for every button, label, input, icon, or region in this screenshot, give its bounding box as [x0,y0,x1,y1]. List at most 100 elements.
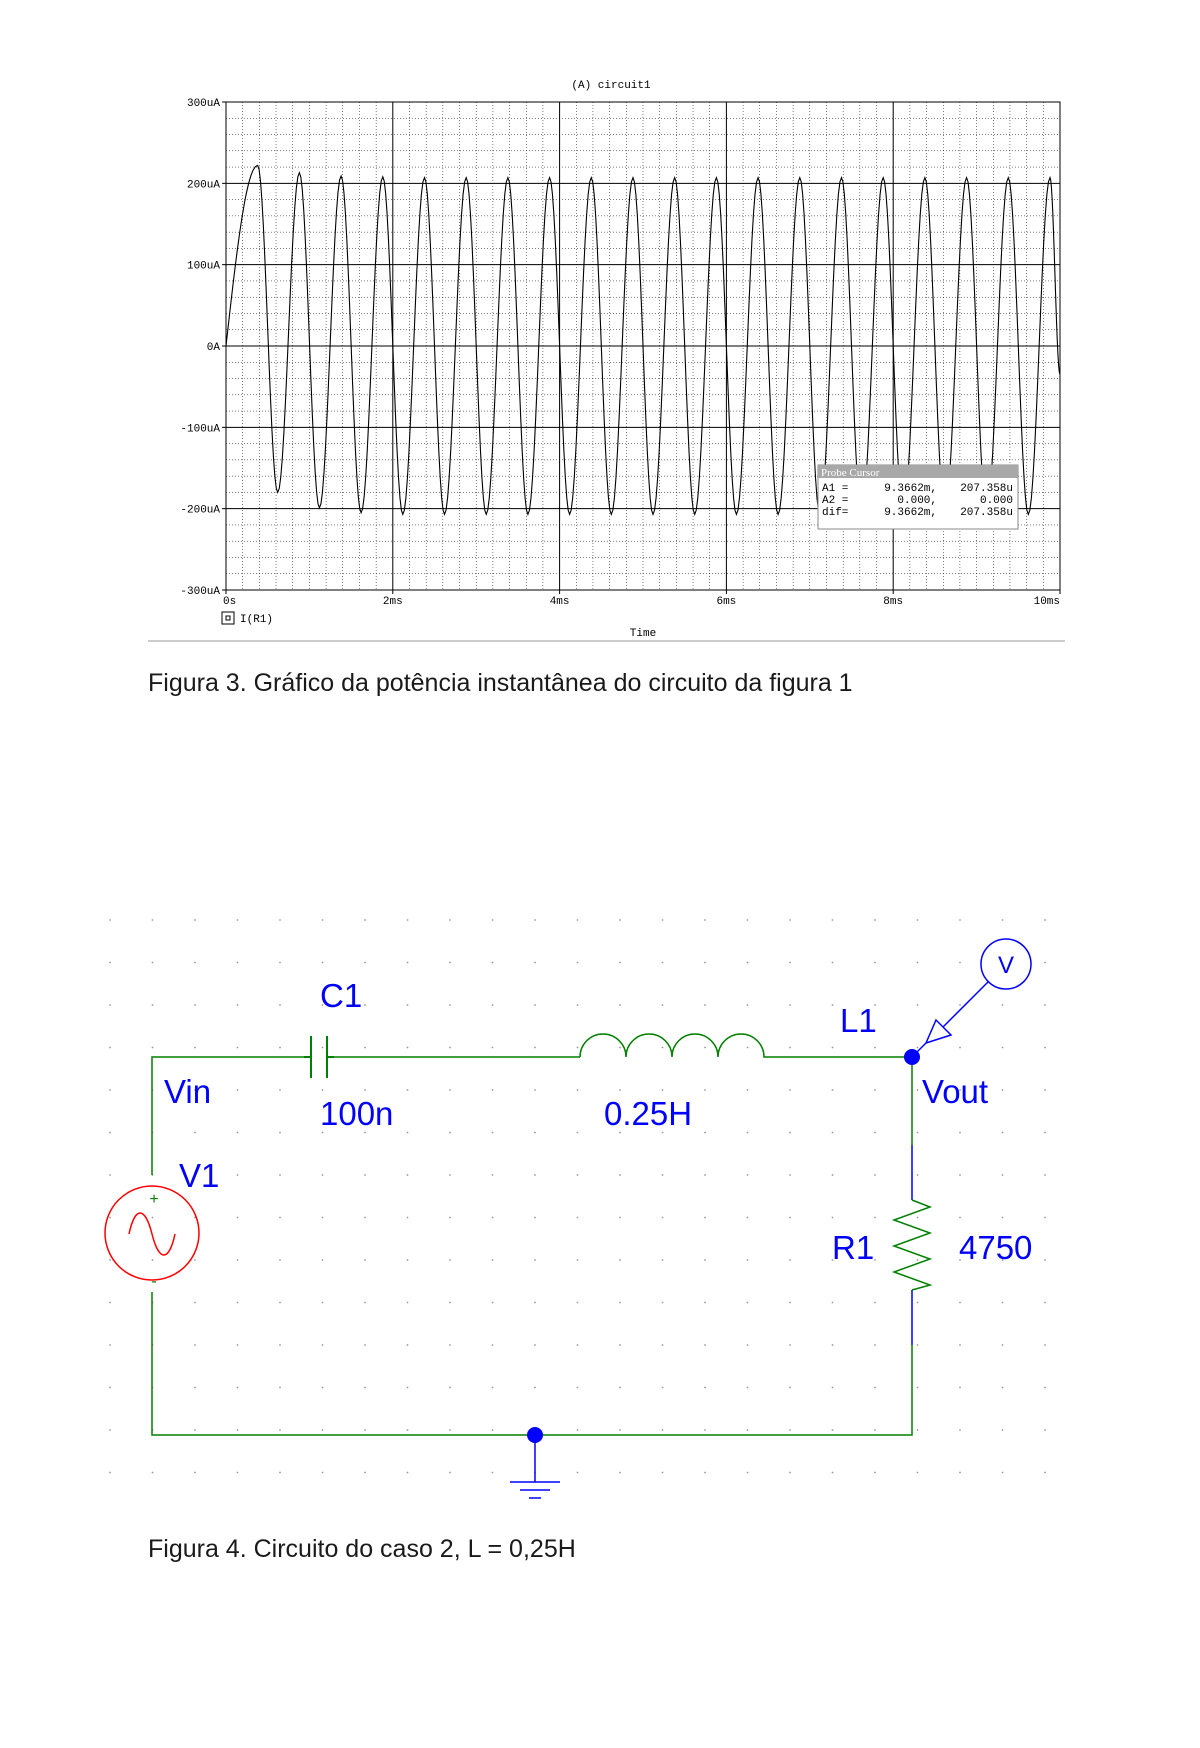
grid-dot [364,919,366,921]
grid-dot [959,1046,961,1049]
grid-dot [406,1471,409,1474]
grid-dot [831,1046,834,1049]
grid-dot [109,1344,111,1346]
voltage-probe-icon[interactable]: V [914,938,1032,1055]
grid-dot [874,961,876,964]
grid-dot [491,1259,494,1261]
grid-dot [279,1344,281,1346]
grid-dot [534,1046,536,1049]
grid-dot [916,1344,919,1346]
trace-legend[interactable]: I(R1) [221,611,273,626]
probe-cursor-title: Probe Cursor [821,467,880,479]
grid-dot [874,1259,876,1261]
cursor-a1-x: 9.3662m, [884,483,937,495]
grid-dot [959,1471,961,1474]
grid-dot [704,1386,706,1389]
grid-dot [959,1386,961,1389]
grid-dot [321,1429,324,1431]
grid-dot [406,1046,409,1049]
grid-dot [916,1046,919,1049]
grid-dot [151,961,154,964]
cursor-a1-y: 207.358u [960,483,1013,495]
grid-dot [704,1089,706,1091]
trace-marker-icon [221,611,235,625]
grid-dot [534,1301,536,1304]
grid-dot [534,1216,536,1219]
grid-dot [1044,1174,1046,1176]
grid-dot [831,1089,834,1091]
grid-dot [109,1089,111,1091]
grid-dot [1001,1386,1004,1389]
grid-dot [321,1386,324,1389]
x-tick-label: 10ms [1034,596,1060,608]
grid-dot [151,1471,154,1474]
probe-cursor-window[interactable]: Probe Cursor A1 = 9.3662m, 207.358u A2 =… [817,464,1019,530]
grid-dot [874,919,876,921]
grid-dot [831,1344,834,1346]
grid-dot [1044,1301,1046,1304]
grid-dot [704,919,706,921]
grid-dot [364,1046,366,1049]
resistor-r1[interactable] [891,1199,933,1291]
c1-name: C1 [320,977,362,1014]
grid-dot [1001,1174,1004,1176]
grid-dot [661,1301,664,1304]
grid-dot [364,1004,366,1006]
grid-dot [491,1471,494,1474]
grid-dot [746,1174,749,1176]
grid-dot [704,1429,706,1431]
grid-dot [619,1046,621,1049]
grid-dot [406,1386,409,1389]
grid-dot [704,1471,706,1474]
grid-dot [831,961,834,964]
grid-dot [321,1046,324,1049]
grid-dot [279,1429,281,1431]
grid-dot [534,961,536,964]
y-axis: 300uA 200uA 100uA 0A -100uA -200uA -300uA [180,98,226,598]
grid-dot [364,961,366,964]
grid-dot [789,1301,791,1304]
grid-dot [236,1429,239,1431]
grid-dot [109,1004,111,1006]
x-tick-label: 2ms [383,596,403,608]
grid-dot [874,1004,876,1006]
grid-dot [1001,1046,1004,1049]
grid-dot [661,1259,664,1261]
grid-dot [109,1429,111,1431]
grid-dot [534,1174,536,1176]
grid-dot [279,961,281,964]
grid-dot [576,1301,579,1304]
grid-dot [704,1344,706,1346]
capacitor-c1[interactable] [304,1036,334,1078]
grid-dot [151,1259,154,1261]
grid-dot [364,1259,366,1261]
grid-dot [1044,1429,1046,1431]
grid-dot [194,1386,196,1389]
voltage-source-v1[interactable]: + - [104,1185,200,1290]
grid-dot [151,919,154,921]
grid-dot [321,1216,324,1219]
r1-name: R1 [832,1229,874,1266]
grid-dot [194,1429,196,1431]
l1-name: L1 [840,1002,877,1039]
grid-dot [746,1259,749,1261]
grid-dot [789,919,791,921]
grid-dot [449,1216,451,1219]
grid-dot [236,1046,239,1049]
grid-dot [236,1174,239,1176]
grid-dot [534,1004,536,1006]
grid-dot [491,1089,494,1091]
grid-dot [194,1259,196,1261]
grid-dot [1001,1259,1004,1261]
grid-dot [916,1089,919,1091]
grid-dot [1044,919,1046,921]
inductor-l1[interactable] [579,1033,770,1058]
grid-dot [619,961,621,964]
grid-dot [406,1259,409,1261]
grid-dot [661,919,664,921]
grid-dot [916,1386,919,1389]
grid-dot [406,1089,409,1091]
grid-dot [491,1131,494,1134]
grid-dot [619,1259,621,1261]
grid-dot [449,1004,451,1006]
